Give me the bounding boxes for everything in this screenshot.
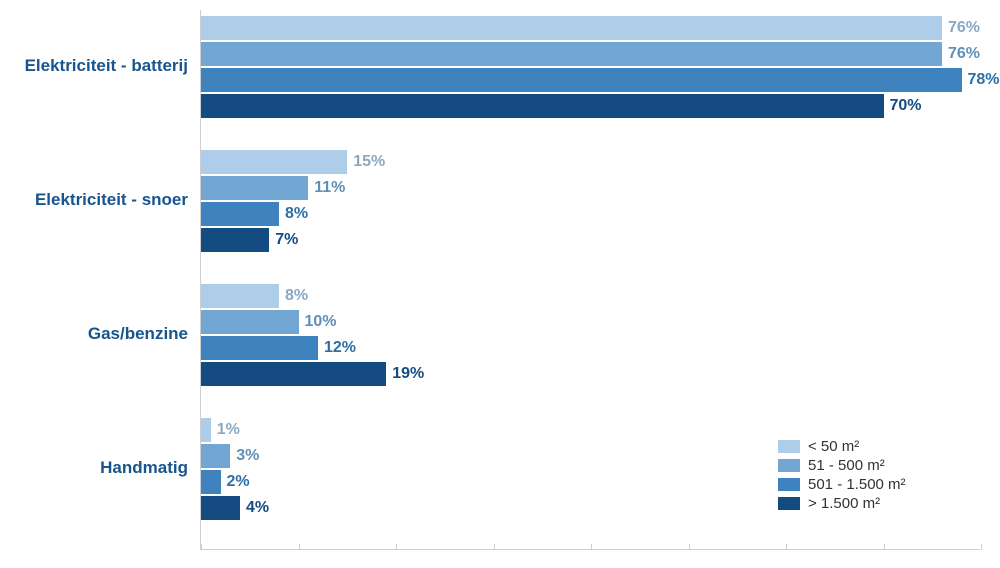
bar — [201, 42, 942, 66]
x-axis-tick — [786, 544, 787, 550]
x-axis-tick — [689, 544, 690, 550]
bar-value-label: 10% — [305, 310, 337, 334]
bar — [201, 150, 347, 174]
bar — [201, 68, 962, 92]
bar-value-label: 76% — [948, 42, 980, 66]
category-label: Elektriciteit - snoer — [35, 190, 188, 210]
legend-swatch — [778, 440, 800, 453]
bar — [201, 362, 386, 386]
legend-label: < 50 m² — [808, 438, 859, 455]
bar-value-label: 15% — [353, 150, 385, 174]
bar-row: 78% — [201, 68, 980, 92]
bar — [201, 94, 884, 118]
bar-value-label: 19% — [392, 362, 424, 386]
bar — [201, 284, 279, 308]
bar-value-label: 1% — [217, 418, 240, 442]
legend-item: > 1.500 m² — [778, 495, 906, 512]
x-axis-tick — [591, 544, 592, 550]
x-axis-tick — [299, 544, 300, 550]
legend: < 50 m² 51 - 500 m² 501 - 1.500 m² > 1.500 … — [770, 432, 914, 518]
bar-value-label: 7% — [275, 228, 298, 252]
x-axis-tick — [494, 544, 495, 550]
category-label: Handmatig — [100, 458, 188, 478]
bar-row: 8% — [201, 284, 980, 308]
bar-row: 8% — [201, 202, 980, 226]
x-axis-tick — [884, 544, 885, 550]
bar-row: 12% — [201, 336, 980, 360]
bar — [201, 202, 279, 226]
x-axis-tick — [981, 544, 982, 550]
legend-label: 501 - 1.500 m² — [808, 476, 906, 493]
bar-value-label: 2% — [227, 470, 250, 494]
bar-group: 15% 11%8%7% — [201, 150, 980, 252]
category-label: Elektriciteit - batterij — [25, 56, 188, 76]
bar-row: 10% — [201, 310, 980, 334]
bar-value-label: 11% — [314, 176, 345, 200]
bar-value-label: 76% — [948, 16, 980, 40]
bar-row: 76% — [201, 42, 980, 66]
bar — [201, 496, 240, 520]
bar — [201, 418, 211, 442]
category-label: Gas/benzine — [88, 324, 188, 344]
bar — [201, 176, 308, 200]
bar-row: 11% — [201, 176, 980, 200]
legend-item: 501 - 1.500 m² — [778, 476, 906, 493]
bar-row: 70% — [201, 94, 980, 118]
bar-value-label: 78% — [968, 68, 1000, 92]
bar-group: 76%76%78%70% — [201, 16, 980, 118]
bar-row: 19% — [201, 362, 980, 386]
bar — [201, 444, 230, 468]
bar-value-label: 4% — [246, 496, 269, 520]
bar-value-label: 3% — [236, 444, 259, 468]
legend-swatch — [778, 478, 800, 491]
legend-swatch — [778, 497, 800, 510]
x-axis-tick — [201, 544, 202, 550]
bar — [201, 470, 221, 494]
bar — [201, 228, 269, 252]
bar-row: 7% — [201, 228, 980, 252]
legend-label: 51 - 500 m² — [808, 457, 885, 474]
bar-group: 8%10%12% 19% — [201, 284, 980, 386]
bar — [201, 336, 318, 360]
bar-value-label: 8% — [285, 284, 308, 308]
legend-item: < 50 m² — [778, 438, 906, 455]
legend-label: > 1.500 m² — [808, 495, 880, 512]
x-axis-tick — [396, 544, 397, 550]
legend-swatch — [778, 459, 800, 472]
legend-item: 51 - 500 m² — [778, 457, 906, 474]
bar-row: 76% — [201, 16, 980, 40]
bar — [201, 310, 299, 334]
bar-value-label: 70% — [890, 94, 922, 118]
bar — [201, 16, 942, 40]
bar-value-label: 12% — [324, 336, 356, 360]
bar-value-label: 8% — [285, 202, 308, 226]
bar-row: 15% — [201, 150, 980, 174]
